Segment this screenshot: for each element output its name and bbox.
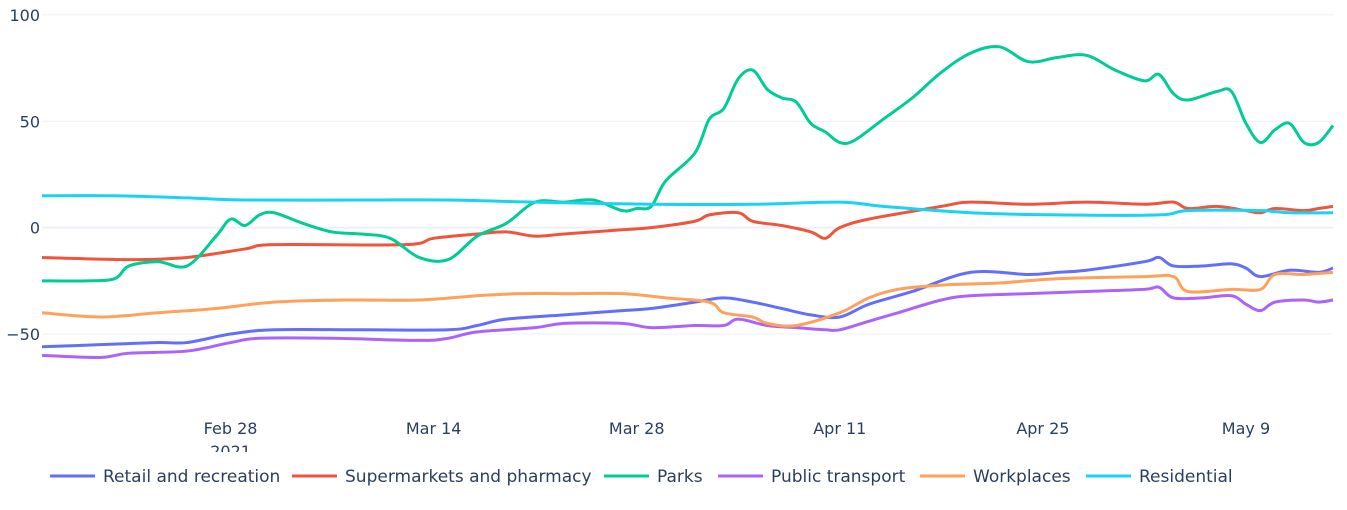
series-line-workplaces bbox=[41, 270, 1334, 328]
series-line-residential bbox=[41, 194, 1334, 217]
legend-item-workplaces[interactable]: Workplaces bbox=[920, 467, 1071, 487]
legend-label: Retail and recreation bbox=[103, 467, 280, 487]
x-tick-label: Mar 14 bbox=[406, 419, 462, 438]
y-tick-label: 50 bbox=[20, 112, 40, 131]
x-tick-label: May 9 bbox=[1222, 419, 1270, 438]
legend[interactable]: Retail and recreation Supermarkets and ph… bbox=[50, 467, 1233, 487]
legend-label: Residential bbox=[1139, 467, 1233, 487]
y-tick-label: −50 bbox=[6, 325, 40, 344]
legend-label: Supermarkets and pharmacy bbox=[345, 467, 592, 487]
gridlines bbox=[42, 14, 1333, 335]
x-tick-label: Mar 28 bbox=[609, 419, 665, 438]
y-axis-ticks: 100 50 0 −50 bbox=[6, 6, 40, 344]
label-clip bbox=[0, 452, 1347, 462]
legend-label: Workplaces bbox=[973, 467, 1071, 487]
x-tick-label: Apr 25 bbox=[1016, 419, 1069, 438]
legend-item-residential[interactable]: Residential bbox=[1086, 467, 1233, 487]
series-line-public-transport bbox=[41, 285, 1334, 359]
series-line-supermarkets-and-pharmacy bbox=[41, 200, 1334, 262]
legend-label: Parks bbox=[657, 467, 703, 487]
legend-item-supermarkets-and-pharmacy[interactable]: Supermarkets and pharmacy bbox=[292, 467, 592, 487]
series-line-retail-and-recreation bbox=[41, 255, 1334, 349]
series-lines bbox=[41, 45, 1335, 359]
y-tick-label: 100 bbox=[9, 6, 40, 25]
legend-item-public-transport[interactable]: Public transport bbox=[718, 467, 906, 487]
legend-item-parks[interactable]: Parks bbox=[604, 467, 703, 487]
y-tick-label: 0 bbox=[30, 219, 40, 238]
series-line-parks bbox=[41, 45, 1335, 283]
legend-item-retail-and-recreation[interactable]: Retail and recreation bbox=[50, 467, 280, 487]
x-tick-label: Feb 28 bbox=[204, 419, 258, 438]
legend-label: Public transport bbox=[771, 467, 906, 487]
x-tick-label: Apr 11 bbox=[813, 419, 866, 438]
